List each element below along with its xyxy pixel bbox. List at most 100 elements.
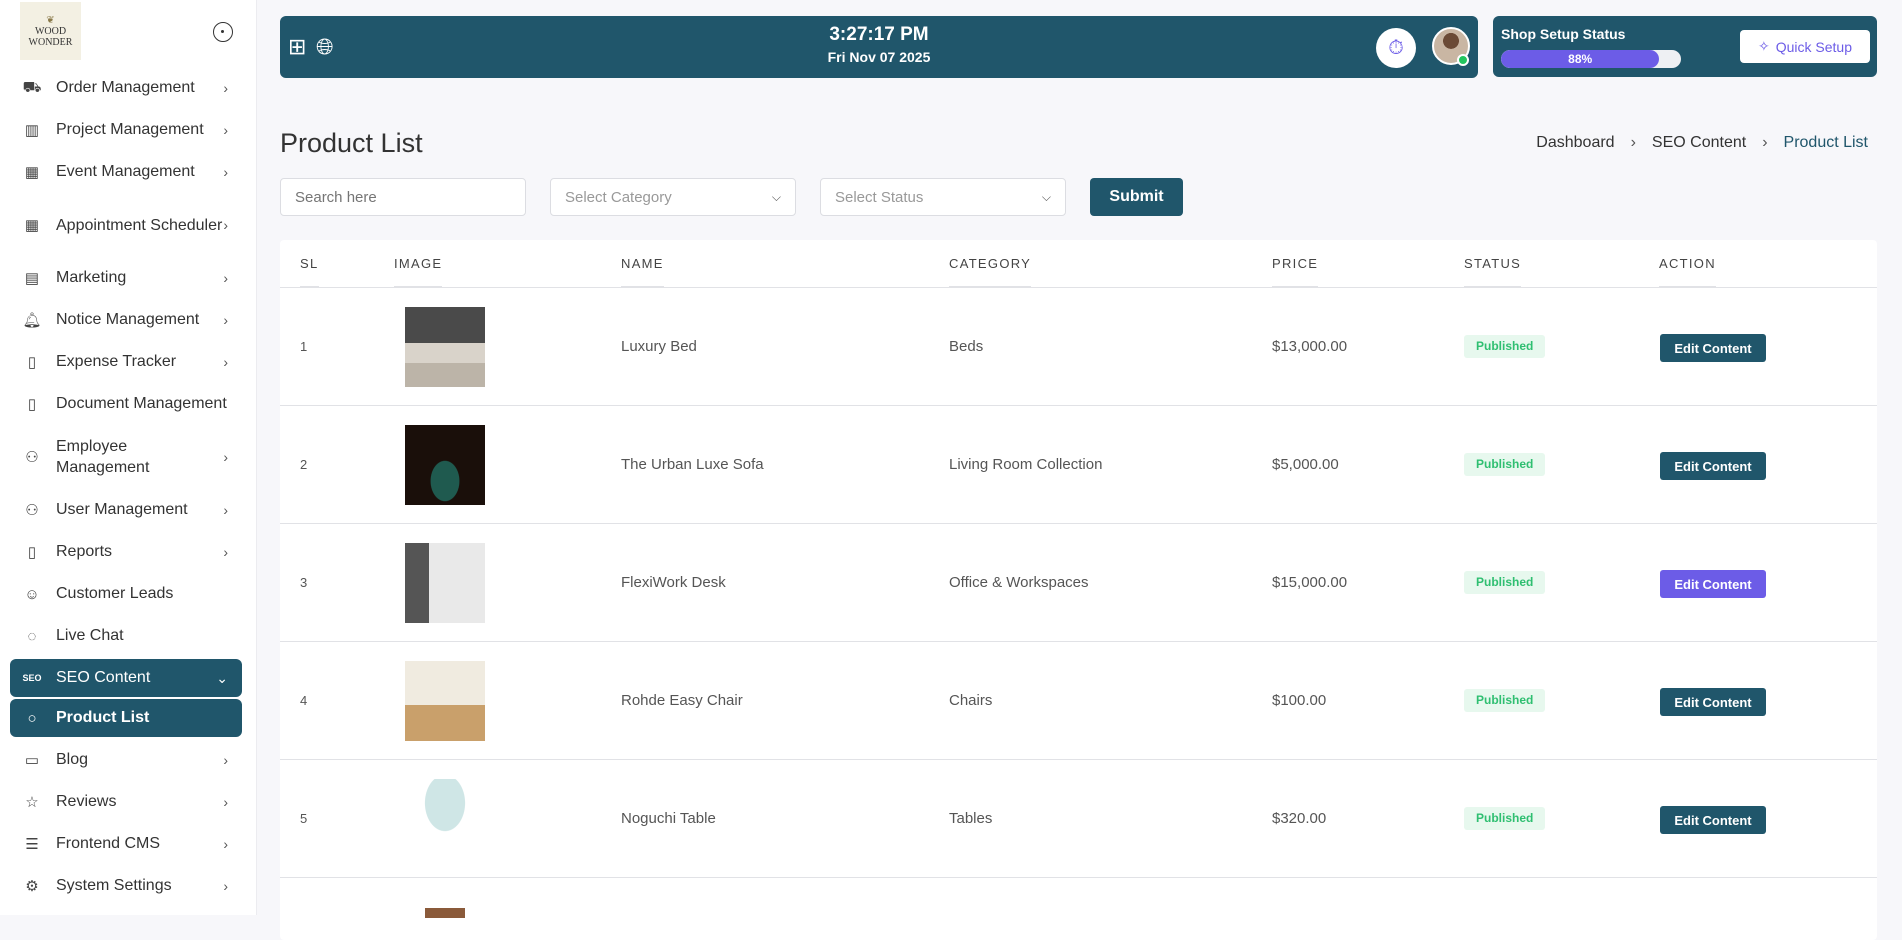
sidebar-item-label: Product List <box>56 709 150 726</box>
product-price: $320.00 <box>1272 810 1327 827</box>
edit-content-button[interactable]: Edit Content <box>1660 452 1766 480</box>
product-price: $13,000.00 <box>1272 338 1348 355</box>
sidebar-item-reports[interactable]: ▯ Reports › <box>10 531 242 573</box>
product-price: $15,000.00 <box>1272 574 1348 591</box>
receipt-icon: ▯ <box>27 354 37 371</box>
sidebar-item-label: Marketing <box>56 269 127 286</box>
chevron-right-icon: › <box>223 502 228 518</box>
product-price: $5,000.00 <box>1272 456 1339 473</box>
table-row: 1 Luxury Bed Beds $13,000.00 Published Edit C… <box>280 288 1877 406</box>
users-icon: ⚇ <box>25 448 39 466</box>
clock-date: Fri Nov 07 2025 <box>827 49 931 65</box>
users-icon: ⚇ <box>25 502 39 519</box>
status-badge: Published <box>1464 335 1546 358</box>
sidebar-item-user-management[interactable]: ⚇ User Management › <box>10 489 242 531</box>
sidebar-item-system-settings[interactable]: ⚙ System Settings › <box>10 865 242 907</box>
chevron-right-icon: › <box>223 878 228 894</box>
row-number: 3 <box>300 575 308 590</box>
chevron-right-icon: › <box>223 270 228 286</box>
sidebar-item-appointment-scheduler[interactable]: ▦ Appointment Scheduler › <box>10 193 242 257</box>
sidebar-item-label: Order Management <box>56 79 195 96</box>
sidebar-nav: ⛟ Order Management › ▥ Project Management › ▦ E… <box>10 67 242 907</box>
sidebar-item-marketing[interactable]: ▤ Marketing › <box>10 257 242 299</box>
sidebar-item-label: Live Chat <box>56 627 124 644</box>
logo[interactable]: ❦ WOOD WONDER <box>20 2 81 60</box>
user-icon: ☺ <box>24 585 40 603</box>
breadcrumb-seo-content[interactable]: SEO Content <box>1651 134 1747 151</box>
top-bar: ⊞ 🌐︎ 3:27:17 PM Fri Nov 07 2025 ⏱︎ <box>280 16 1478 78</box>
chevron-right-icon: › <box>223 122 228 138</box>
sidebar-item-label: Frontend CMS <box>56 835 161 852</box>
product-name: The Urban Luxe Sofa <box>621 456 764 473</box>
sidebar-item-customer-leads[interactable]: ☺ Customer Leads <box>10 573 242 615</box>
quick-setup-button[interactable]: ✧ Quick Setup <box>1740 30 1870 63</box>
sidebar-item-seo-content[interactable]: SEO SEO Content ⌄ <box>10 659 242 697</box>
breadcrumb: Dashboard › SEO Content › Product List <box>1536 134 1868 152</box>
edit-content-button[interactable]: Edit Content <box>1660 806 1766 834</box>
status-select[interactable]: Select Status ⌵ <box>820 178 1066 216</box>
column-header-category: CATEGORY <box>949 240 1032 287</box>
quick-setup-label: Quick Setup <box>1775 38 1852 55</box>
edit-content-button[interactable]: Edit Content <box>1660 334 1766 362</box>
status-badge: Published <box>1464 571 1546 594</box>
sidebar-item-notice-management[interactable]: 🔔︎ Notice Management › <box>10 299 242 341</box>
edit-content-button[interactable]: Edit Content <box>1660 570 1766 598</box>
edit-content-button[interactable]: Edit Content <box>1660 688 1766 716</box>
row-number: 5 <box>300 811 308 826</box>
product-price: $100.00 <box>1272 692 1327 709</box>
globe-icon[interactable]: 🌐︎ <box>316 34 334 59</box>
page-title: Product List <box>280 128 423 158</box>
column-header-status: STATUS <box>1464 240 1522 287</box>
sidebar-item-expense-tracker[interactable]: ▯ Expense Tracker › <box>10 341 242 383</box>
column-header-price: PRICE <box>1272 240 1319 287</box>
star-icon: ☆ <box>25 794 39 811</box>
apps-add-icon[interactable]: ⊞ <box>288 34 307 59</box>
product-name: Rohde Easy Chair <box>621 692 743 709</box>
truck-icon: ⛟ <box>22 78 42 96</box>
sliders-icon: ☰ <box>25 836 39 853</box>
chevron-right-icon: › <box>223 448 228 465</box>
table-row: 3 FlexiWork Desk Office & Workspaces $15,00… <box>280 524 1877 642</box>
online-status-dot <box>1457 54 1469 66</box>
sidebar-item-event-management[interactable]: ▦ Event Management › <box>10 151 242 193</box>
chevron-down-icon: ⌄ <box>216 669 228 686</box>
sidebar-item-document-management[interactable]: ▯ Document Management <box>10 383 242 425</box>
logo-text: WOOD <box>34 25 67 37</box>
sidebar-item-label: Appointment Scheduler <box>56 216 223 234</box>
sidebar-item-label: SEO Content <box>56 669 151 686</box>
status-badge: Published <box>1464 689 1546 712</box>
row-number: 4 <box>300 693 308 708</box>
sidebar-item-reviews[interactable]: ☆ Reviews › <box>10 781 242 823</box>
product-image <box>405 661 485 741</box>
sidebar-item-label: Event Management <box>56 163 195 180</box>
sidebar-item-project-management[interactable]: ▥ Project Management › <box>10 109 242 151</box>
sidebar-item-label: Expense Tracker <box>56 353 177 370</box>
divider <box>280 287 1877 288</box>
status-badge: Published <box>1464 453 1546 476</box>
sidebar-item-blog[interactable]: ▭ Blog › <box>10 739 242 781</box>
sidebar-item-employee-management[interactable]: ⚇ Employee Management › <box>10 425 242 489</box>
sidebar-item-product-list[interactable]: ○ Product List <box>10 699 242 737</box>
table-row: 4 Rohde Easy Chair Chairs $100.00 Published E… <box>280 642 1877 760</box>
sidebar-item-live-chat[interactable]: ◌ Live Chat <box>10 615 242 657</box>
file-icon: ▯ <box>27 396 37 413</box>
sidebar-item-label: Customer Leads <box>56 585 174 602</box>
sidebar-item-order-management[interactable]: ⛟ Order Management › <box>10 67 242 109</box>
chevron-right-icon: › <box>1630 134 1636 151</box>
chevron-right-icon: › <box>223 794 228 810</box>
status-badge: Published <box>1464 807 1546 830</box>
breadcrumb-dashboard[interactable]: Dashboard <box>1536 134 1615 151</box>
category-select[interactable]: Select Category ⌵ <box>550 178 796 216</box>
product-name: FlexiWork Desk <box>621 574 726 591</box>
bell-icon: 🔔︎ <box>22 312 42 329</box>
search-input[interactable] <box>280 178 526 216</box>
column-header-image: IMAGE <box>394 240 443 287</box>
sidebar-item-frontend-cms[interactable]: ☰ Frontend CMS › <box>10 823 242 865</box>
sidebar-item-label: Project Management <box>56 121 204 138</box>
sidebar-toggle-icon[interactable] <box>213 22 233 42</box>
stopwatch-icon[interactable]: ⏱︎ <box>1376 28 1416 68</box>
table-row: 5 Noguchi Table Tables $320.00 Published Edit… <box>280 760 1877 878</box>
submit-button[interactable]: Submit <box>1090 178 1183 216</box>
chat-icon: ◌ <box>27 627 37 645</box>
category-select-value: Select Category <box>565 188 672 206</box>
